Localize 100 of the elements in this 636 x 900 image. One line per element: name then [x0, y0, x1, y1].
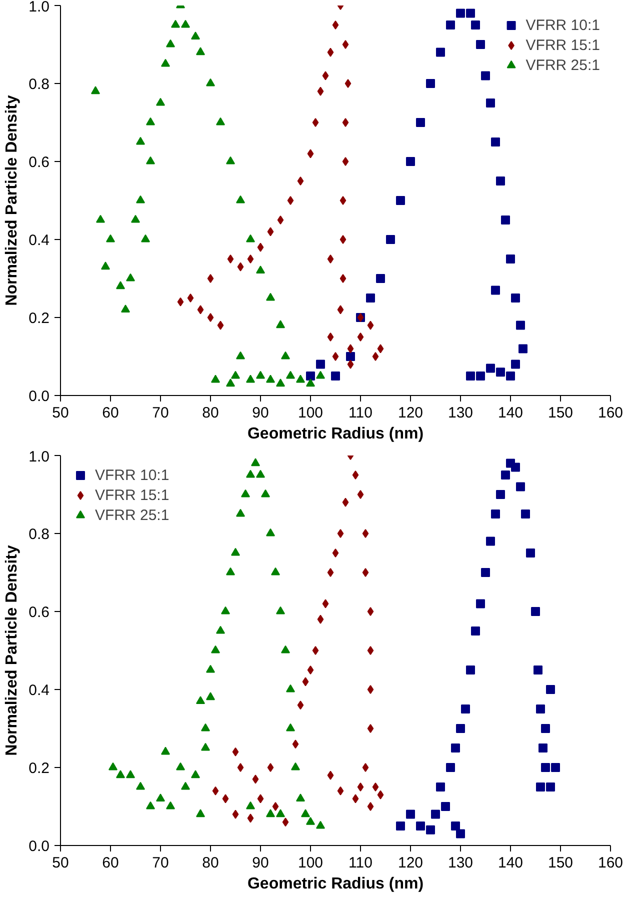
y-tick-label: 0.8: [28, 526, 50, 543]
point: [317, 86, 324, 96]
point: [307, 666, 314, 674]
point: [471, 626, 480, 636]
point: [286, 723, 295, 732]
point: [191, 32, 200, 40]
point: [476, 40, 485, 49]
legend-label: VFRR 25:1: [95, 506, 170, 524]
y-tick-label: 0.2: [28, 760, 50, 777]
point: [236, 195, 245, 204]
y-tick-label: 0.8: [28, 76, 50, 93]
point: [486, 364, 495, 373]
point: [511, 462, 520, 472]
y-tick-label: 0.2: [28, 310, 50, 327]
x-tick-label: 100: [298, 854, 324, 872]
point: [506, 254, 515, 264]
point: [357, 332, 364, 342]
point: [211, 645, 220, 654]
point: [317, 614, 324, 624]
point: [506, 372, 515, 380]
point: [281, 351, 290, 360]
point: [231, 370, 240, 379]
y-axis-title: Normalized Particle Density: [4, 545, 21, 756]
point: [266, 374, 275, 383]
point: [292, 740, 299, 749]
point: [101, 262, 110, 270]
point: [536, 704, 545, 714]
point: [306, 372, 315, 380]
point: [306, 816, 315, 825]
point: [491, 138, 500, 146]
point: [466, 8, 475, 18]
point: [456, 8, 465, 18]
point: [481, 71, 490, 80]
point: [181, 782, 190, 790]
point: [346, 352, 355, 361]
point: [496, 176, 505, 186]
point: [252, 774, 259, 784]
point: [176, 762, 185, 770]
y-tick-label: 0.0: [28, 838, 50, 855]
x-tick-label: 80: [202, 854, 219, 872]
point: [266, 528, 275, 536]
point: [367, 646, 374, 655]
point: [286, 684, 295, 692]
y-tick-label: 1.0: [28, 0, 50, 16]
point: [286, 370, 295, 379]
point: [386, 235, 395, 244]
point: [416, 822, 425, 830]
point: [476, 372, 485, 380]
point: [327, 332, 334, 342]
x-axis-title: Geometric Radius (nm): [247, 876, 424, 892]
point: [526, 548, 535, 558]
point: [337, 529, 344, 538]
point: [372, 782, 379, 792]
point: [372, 352, 379, 361]
y-tick-label: 0.4: [28, 682, 50, 699]
x-axis-title: Geometric Radius (nm): [247, 426, 424, 442]
legend-label: VFRR 25:1: [526, 56, 600, 74]
point: [211, 374, 220, 383]
point: [377, 790, 384, 800]
point: [256, 266, 265, 274]
x-tick-label: 150: [548, 404, 574, 422]
point: [266, 809, 275, 818]
point: [362, 568, 369, 577]
point: [546, 685, 555, 694]
point: [236, 508, 245, 517]
point: [196, 47, 205, 56]
point: [486, 98, 495, 108]
point: [191, 770, 200, 778]
point: [491, 286, 500, 295]
point: [231, 548, 240, 556]
point: [266, 292, 275, 301]
point: [226, 567, 235, 576]
point: [206, 78, 215, 86]
point: [534, 666, 542, 674]
x-tick-label: 60: [102, 854, 119, 872]
point: [271, 567, 280, 576]
point: [221, 606, 230, 614]
point: [367, 802, 374, 811]
point: [366, 294, 375, 302]
point: [108, 762, 118, 770]
point: [141, 234, 150, 242]
point: [302, 677, 309, 686]
point: [340, 274, 346, 283]
point: [256, 470, 265, 478]
point: [246, 374, 255, 383]
point: [362, 763, 369, 772]
point: [367, 320, 374, 330]
x-tick-label: 60: [102, 404, 119, 422]
point: [340, 235, 346, 244]
point: [466, 372, 475, 380]
point: [306, 378, 315, 387]
point: [367, 685, 374, 694]
x-tick-label: 70: [152, 404, 169, 422]
y-tick-label: 0.6: [28, 154, 50, 171]
point: [377, 344, 384, 354]
point: [396, 196, 405, 205]
point: [297, 176, 304, 186]
point: [426, 79, 435, 88]
point: [471, 20, 480, 30]
point: [196, 696, 205, 704]
